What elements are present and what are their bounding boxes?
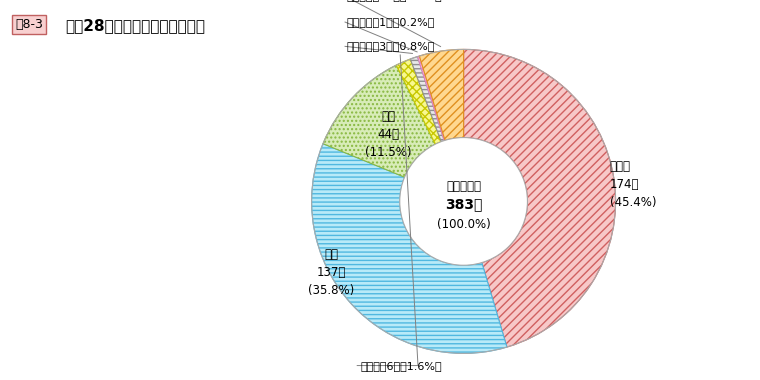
Text: 大洋州　　3人（0.8%）: 大洋州 3人（0.8%） xyxy=(347,41,435,51)
Text: アフリカ　18人（4.7%）: アフリカ 18人（4.7%） xyxy=(347,0,442,1)
Text: アジア
174人
(45.4%): アジア 174人 (45.4%) xyxy=(610,160,657,209)
Text: 383人: 383人 xyxy=(445,198,483,211)
Text: 北米
44人
(11.5%): 北米 44人 (11.5%) xyxy=(365,110,411,159)
Text: 図8-3: 図8-3 xyxy=(15,18,43,31)
Wedge shape xyxy=(464,49,616,347)
Wedge shape xyxy=(410,57,445,142)
Wedge shape xyxy=(396,59,442,144)
Text: 派遣者総数: 派遣者総数 xyxy=(446,180,481,193)
Text: 平成28年度末派遣先地域別状況: 平成28年度末派遣先地域別状況 xyxy=(65,18,205,33)
Circle shape xyxy=(400,138,527,265)
Wedge shape xyxy=(312,144,507,353)
Wedge shape xyxy=(417,56,445,141)
Text: 中東　　　1人（0.2%）: 中東 1人（0.2%） xyxy=(347,17,435,27)
Wedge shape xyxy=(323,65,435,177)
Text: (100.0%): (100.0%) xyxy=(437,218,490,231)
Text: 欧州
137人
(35.8%): 欧州 137人 (35.8%) xyxy=(309,248,355,297)
Text: 中南米　6人（1.6%）: 中南米 6人（1.6%） xyxy=(360,361,442,370)
Wedge shape xyxy=(420,49,464,140)
